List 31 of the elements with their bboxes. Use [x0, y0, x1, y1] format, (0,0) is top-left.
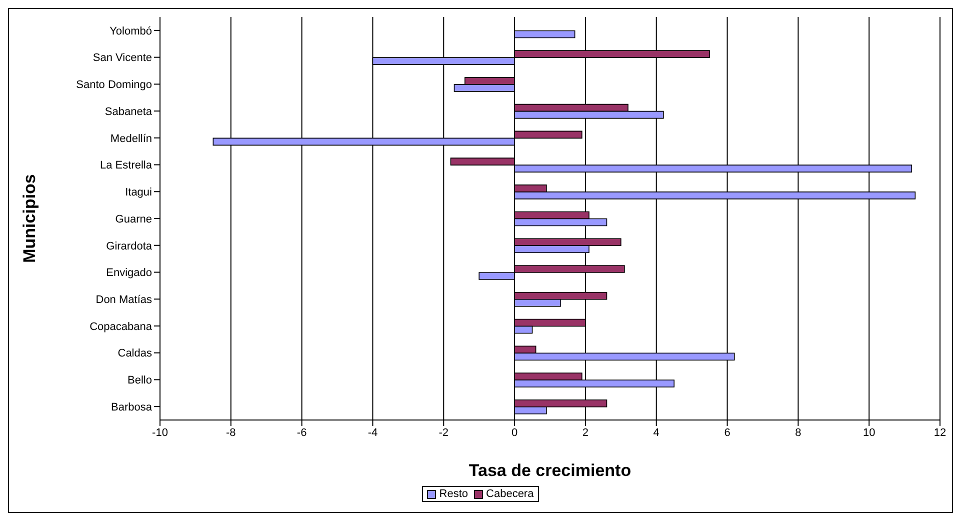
- y-tick-label: Santo Domingo: [76, 79, 152, 92]
- x-tick-label: -10: [152, 426, 168, 439]
- y-axis-title: Municipios: [20, 174, 40, 263]
- y-tick-label: Don Matías: [96, 294, 152, 306]
- x-tick-label: 8: [795, 426, 802, 439]
- y-tick-label: Yolombó: [110, 25, 152, 38]
- y-tick-label: Girardota: [106, 240, 153, 252]
- x-tick-label: -2: [438, 426, 449, 439]
- x-tick-label: 12: [934, 426, 946, 439]
- legend-label: Cabecera: [485, 488, 534, 500]
- y-tick-label: Bello: [128, 374, 152, 387]
- x-tick-label: 0: [511, 426, 518, 439]
- y-tick-label: Sabaneta: [104, 106, 153, 118]
- y-tick-label: La Estrella: [100, 160, 153, 172]
- x-tick-label: -6: [296, 426, 307, 439]
- x-tick-label: -4: [368, 426, 378, 439]
- x-tick-label: 4: [653, 426, 660, 439]
- y-tick-label: Guarne: [115, 213, 152, 226]
- x-tick-label: 6: [724, 426, 730, 439]
- y-tick-label: Envigado: [106, 267, 152, 280]
- y-tick-label: Caldas: [118, 348, 152, 360]
- x-axis-title: Tasa de crecimiento: [468, 461, 632, 480]
- y-tick-label: Itagui: [125, 186, 152, 199]
- x-tick-label: 2: [582, 426, 589, 439]
- y-tick-label: Medellín: [110, 132, 152, 145]
- y-tick-label: Barbosa: [111, 401, 153, 414]
- x-tick-label: 10: [862, 426, 876, 439]
- y-tick-label: San Vicente: [92, 52, 152, 64]
- y-tick-label: Copacabana: [90, 320, 153, 333]
- legend-label: Resto: [438, 488, 468, 500]
- x-tick-label: -8: [226, 426, 236, 439]
